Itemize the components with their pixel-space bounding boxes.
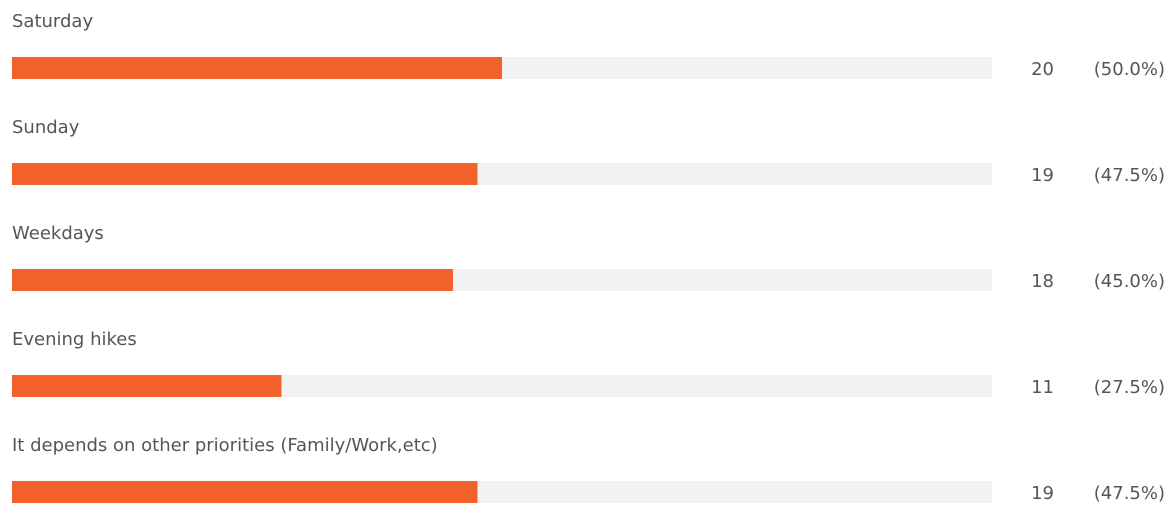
bar: [12, 57, 502, 79]
bar: [12, 375, 282, 397]
category-label: Sunday: [12, 117, 80, 138]
value-label: (27.5%): [1094, 377, 1165, 398]
bar: [12, 269, 453, 291]
count-label: 11: [1031, 377, 1054, 398]
count-label: 20: [1031, 59, 1054, 80]
value-label: (50.0%): [1094, 59, 1165, 80]
category-label: It depends on other priorities (Family/W…: [12, 435, 438, 456]
count-label: 18: [1031, 271, 1054, 292]
value-label: (47.5%): [1094, 483, 1165, 504]
category-label: Evening hikes: [12, 329, 137, 350]
category-label: Weekdays: [12, 223, 104, 244]
bar: [12, 163, 478, 185]
category-label: Saturday: [12, 11, 93, 32]
count-label: 19: [1031, 483, 1054, 504]
value-label: (45.0%): [1094, 271, 1165, 292]
value-label: (47.5%): [1094, 165, 1165, 186]
count-label: 19: [1031, 165, 1054, 186]
bar: [12, 481, 478, 503]
